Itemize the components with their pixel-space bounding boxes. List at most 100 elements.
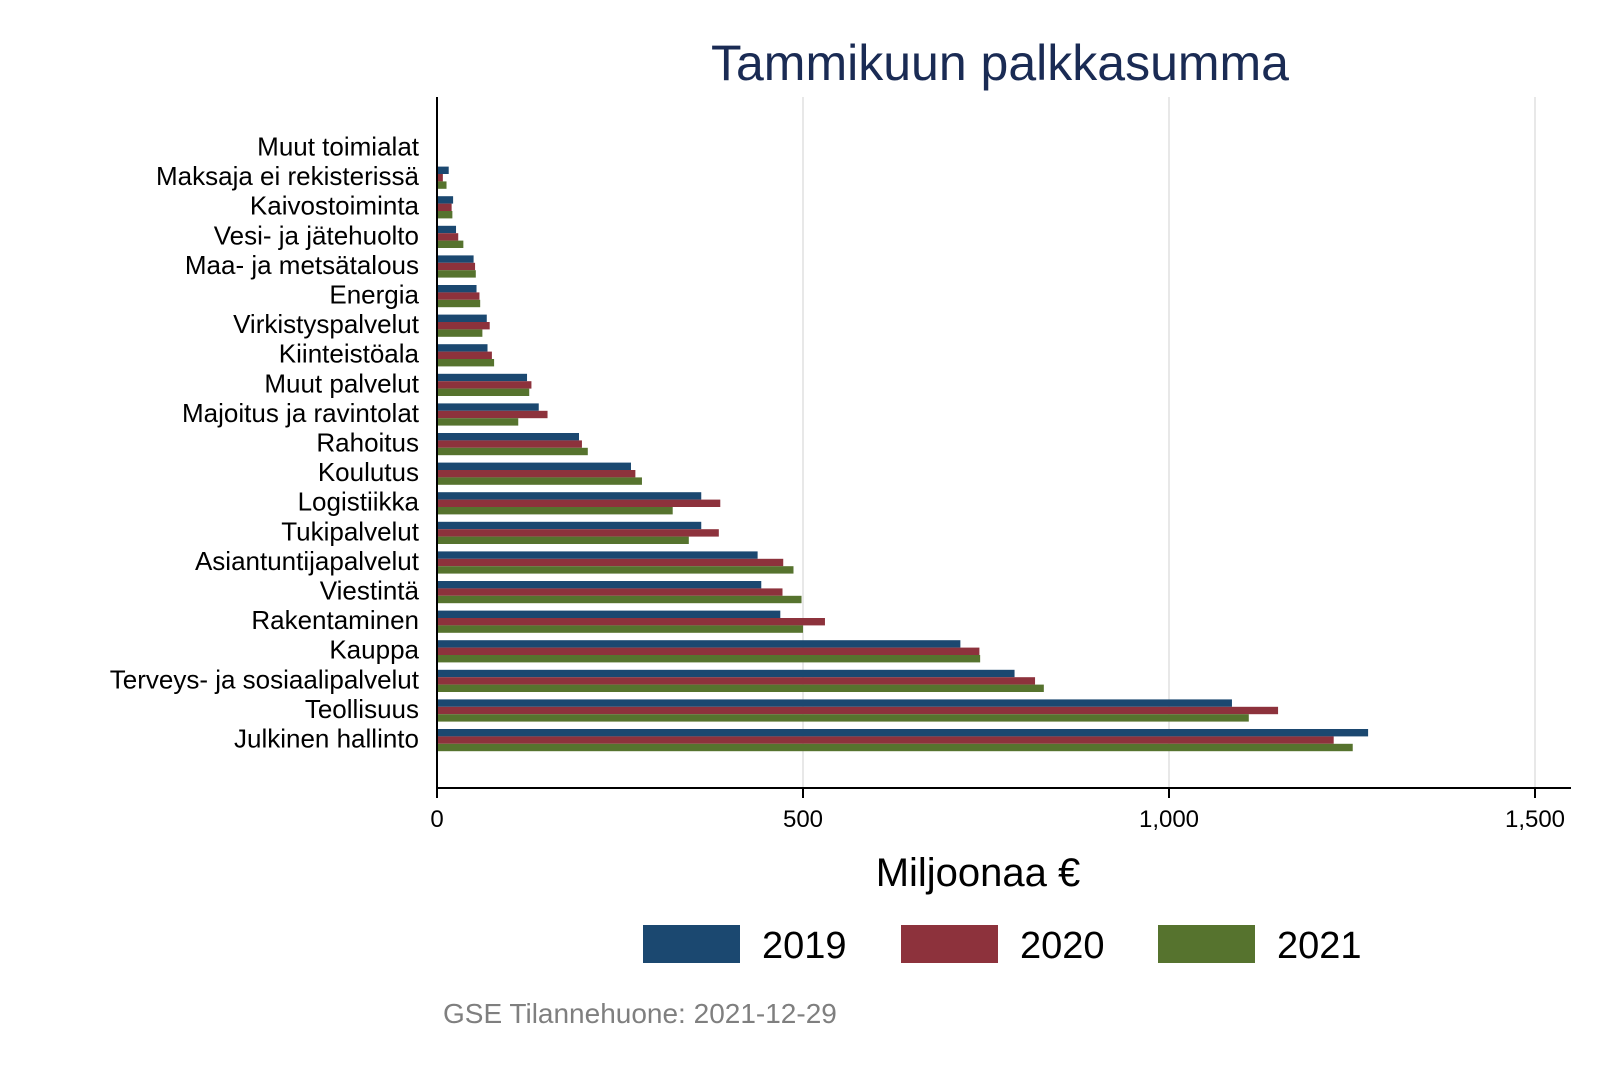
bar-2020-18 xyxy=(437,677,1036,685)
category-label: Rakentaminen xyxy=(251,605,419,635)
bar-2020-13 xyxy=(437,529,719,537)
category-label: Vesi- ja jätehuolto xyxy=(214,220,419,250)
bar-2019-13 xyxy=(437,521,702,530)
bar-2020-19 xyxy=(437,706,1279,715)
bar-2020-5 xyxy=(437,292,480,300)
category-label: Julkinen hallinto xyxy=(234,724,419,754)
bar-2020-7 xyxy=(437,351,492,359)
legend-label-2021: 2021 xyxy=(1277,925,1362,967)
bar-2019-16 xyxy=(437,610,781,618)
category-label: Tukipalvelut xyxy=(281,516,420,546)
bar-2021-8 xyxy=(437,388,530,396)
bar-2019-11 xyxy=(437,462,631,470)
bar-2019-19 xyxy=(437,699,1232,707)
category-label: Virkistyspalvelut xyxy=(233,309,420,339)
bar-2021-20 xyxy=(437,743,1353,752)
bar-2020-16 xyxy=(437,618,825,626)
bar-2021-11 xyxy=(437,477,642,485)
bar-2019-9 xyxy=(437,403,539,411)
x-tick-label: 0 xyxy=(430,806,443,833)
bar-2020-6 xyxy=(437,322,490,330)
bar-2019-1 xyxy=(437,166,449,174)
bar-2019-17 xyxy=(437,640,961,648)
category-label: Asiantuntijapalvelut xyxy=(195,546,420,576)
bar-2020-14 xyxy=(437,558,784,567)
bar-2020-12 xyxy=(437,499,721,507)
bar-2019-15 xyxy=(437,581,762,589)
category-label: Kaivostoiminta xyxy=(250,191,420,221)
bar-2020-3 xyxy=(437,233,459,241)
legend-swatch-2019 xyxy=(643,925,740,963)
category-label: Teollisuus xyxy=(305,694,419,724)
legend-label-2020: 2020 xyxy=(1020,925,1105,967)
bar-2021-18 xyxy=(437,684,1044,692)
category-label: Viestintä xyxy=(320,576,420,606)
category-label: Rahoitus xyxy=(316,428,419,458)
bar-2020-10 xyxy=(437,440,582,448)
chart-title: Tammikuun palkkasumma xyxy=(711,35,1289,91)
bar-2019-12 xyxy=(437,492,702,500)
bar-2021-4 xyxy=(437,270,476,278)
category-label: Muut toimialat xyxy=(257,132,420,162)
legend-label-2019: 2019 xyxy=(762,925,847,967)
bar-2021-13 xyxy=(437,536,689,544)
category-label: Maksaja ei rekisterissä xyxy=(156,161,420,191)
category-label: Maa- ja metsätalous xyxy=(185,250,419,280)
bar-2019-7 xyxy=(437,344,488,352)
bar-2019-5 xyxy=(437,285,477,293)
legend-swatch-2020 xyxy=(901,925,998,963)
x-tick-label: 1,500 xyxy=(1505,806,1565,833)
bar-2019-10 xyxy=(437,433,580,441)
bar-2020-20 xyxy=(437,736,1334,744)
bar-2019-14 xyxy=(437,551,758,559)
bar-2020-11 xyxy=(437,470,636,478)
bar-2020-2 xyxy=(437,203,452,211)
bar-2020-15 xyxy=(437,588,783,596)
category-label: Energia xyxy=(329,280,419,310)
bar-2019-2 xyxy=(437,196,454,204)
category-label: Majoitus ja ravintolat xyxy=(182,398,420,428)
bar-2020-8 xyxy=(437,381,532,389)
bar-2019-8 xyxy=(437,373,528,382)
bars xyxy=(437,137,1369,752)
bar-2020-9 xyxy=(437,410,548,419)
bar-2019-3 xyxy=(437,225,457,234)
bar-2021-12 xyxy=(437,507,673,515)
category-label: Logistiikka xyxy=(298,487,420,517)
bar-2020-17 xyxy=(437,647,980,655)
bar-2019-20 xyxy=(437,729,1369,737)
bar-2020-4 xyxy=(437,262,476,271)
bar-2019-4 xyxy=(437,255,474,263)
bar-2021-7 xyxy=(437,359,495,367)
axes xyxy=(436,97,1571,798)
bar-2021-5 xyxy=(437,299,481,308)
bar-2021-14 xyxy=(437,566,794,574)
x-axis-title: Miljoonaa € xyxy=(876,851,1081,895)
bar-2021-2 xyxy=(437,211,453,219)
bar-2021-17 xyxy=(437,655,981,663)
bar-2019-18 xyxy=(437,669,1015,678)
x-tick-labels: 0 500 1,000 1,500 xyxy=(430,806,1565,833)
category-label: Terveys- ja sosiaalipalvelut xyxy=(110,664,420,694)
source-note: GSE Tilannehuone: 2021-12-29 xyxy=(443,998,837,1029)
bar-2021-19 xyxy=(437,714,1249,722)
bar-2021-10 xyxy=(437,447,588,456)
category-label: Koulutus xyxy=(318,457,419,487)
legend-swatch-2021 xyxy=(1158,925,1255,963)
bar-2021-15 xyxy=(437,595,802,604)
bar-2019-6 xyxy=(437,314,487,322)
category-label: Muut palvelut xyxy=(264,368,419,398)
x-tick-label: 500 xyxy=(783,806,823,833)
bar-2021-9 xyxy=(437,418,519,426)
category-label: Kauppa xyxy=(329,635,419,665)
bar-2021-6 xyxy=(437,329,483,337)
bar-2021-3 xyxy=(437,240,464,248)
category-label: Kiinteistöala xyxy=(279,339,420,369)
legend: 2019 2020 2021 xyxy=(643,925,1362,967)
x-tick-label: 1,000 xyxy=(1139,806,1199,833)
bar-2021-1 xyxy=(437,181,447,189)
bar-2020-1 xyxy=(437,174,443,182)
